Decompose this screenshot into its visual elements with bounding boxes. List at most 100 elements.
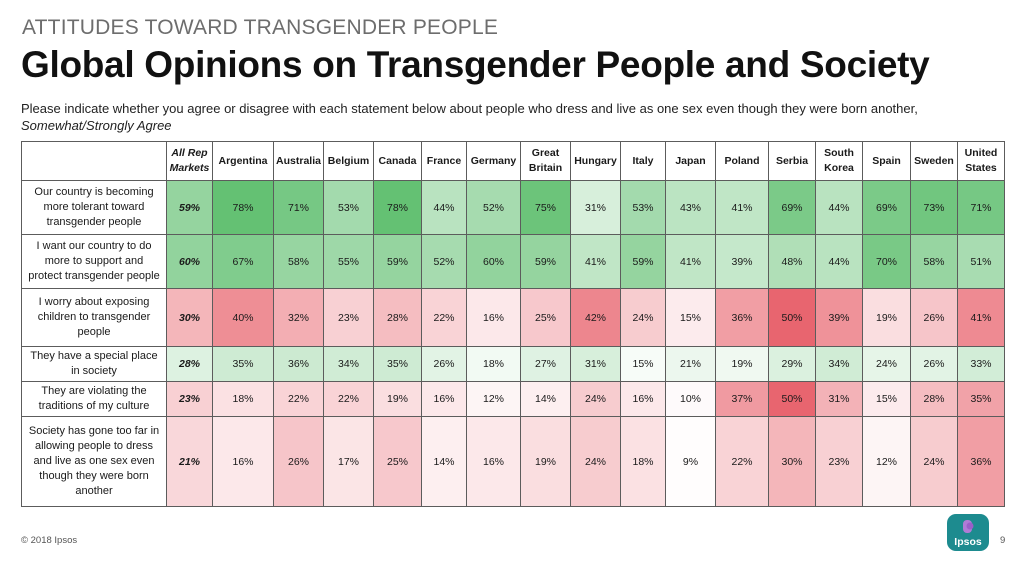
value-cell: 44%: [815, 234, 863, 289]
value-cell: 22%: [421, 288, 467, 347]
column-header-all-rep-markets: All Rep Markets: [166, 141, 213, 181]
column-header-argentina: Argentina: [212, 141, 274, 181]
column-header-france: France: [421, 141, 467, 181]
text-line: Canada: [378, 154, 417, 167]
logo-text: Ipsos: [954, 536, 982, 548]
value-cell: 39%: [715, 234, 769, 289]
table-row: They have a special place in society 28% 35…: [21, 346, 1005, 382]
text-line: allowing people to dress: [34, 440, 154, 452]
value-cell: 21%: [665, 346, 716, 382]
value-cell: 40%: [212, 288, 274, 347]
value-cell: 24%: [620, 288, 666, 347]
value-cell: 15%: [665, 288, 716, 347]
column-header-australia: Australia: [273, 141, 324, 181]
value-cell: 24%: [570, 381, 621, 417]
text-line: Korea: [824, 162, 854, 174]
value-cell: 14%: [520, 381, 571, 417]
value-cell: 30%: [768, 416, 816, 507]
value-cell: 53%: [323, 180, 374, 235]
value-cell: 48%: [768, 234, 816, 289]
text-line: Hungary: [574, 154, 617, 167]
value-cell: 16%: [620, 381, 666, 417]
header-row: All Rep Markets Argentina Australia Belgium C…: [21, 141, 1005, 181]
value-cell: 9%: [665, 416, 716, 507]
text-line: people: [77, 326, 111, 338]
table-row: They are violating the traditions of my c…: [21, 381, 1005, 417]
text-line: Poland: [724, 154, 760, 167]
value-cell: 26%: [910, 346, 958, 382]
kicker-title: ATTITUDES TOWARD TRANSGENDER PEOPLE: [22, 16, 499, 39]
value-cell: 59%: [620, 234, 666, 289]
column-header-united-states: United States: [957, 141, 1005, 181]
column-header-sweden: Sweden: [910, 141, 958, 181]
column-header-serbia: Serbia: [768, 141, 816, 181]
value-cell: 78%: [373, 180, 422, 235]
value-cell: 36%: [273, 346, 324, 382]
value-cell: 78%: [212, 180, 274, 235]
value-cell: 36%: [957, 416, 1005, 507]
text-line: traditions of my culture: [38, 400, 150, 412]
value-cell: 25%: [373, 416, 422, 507]
text-line: protect transgender people: [28, 270, 160, 282]
table-row: Our country is becoming more tolerant tow…: [21, 180, 1005, 235]
copyright: © 2018 Ipsos: [21, 535, 78, 546]
value-cell: 15%: [620, 346, 666, 382]
value-cell: 75%: [520, 180, 571, 235]
value-cell: 41%: [715, 180, 769, 235]
value-cell: 37%: [715, 381, 769, 417]
ipsos-logo: Ipsos: [947, 514, 989, 551]
column-header-poland: Poland: [715, 141, 769, 181]
text-line: I worry about exposing: [38, 296, 150, 308]
value-cell: 19%: [715, 346, 769, 382]
value-cell: 34%: [815, 346, 863, 382]
value-cell: 33%: [957, 346, 1005, 382]
value-cell: 12%: [466, 381, 521, 417]
value-cell: 35%: [373, 346, 422, 382]
statement-cell: I worry about exposing children to transg…: [21, 288, 167, 347]
value-cell: 22%: [323, 381, 374, 417]
column-header-germany: Germany: [466, 141, 521, 181]
value-cell: 53%: [620, 180, 666, 235]
value-cell: 55%: [323, 234, 374, 289]
value-cell: 16%: [466, 416, 521, 507]
value-cell: 69%: [862, 180, 911, 235]
value-cell: 12%: [862, 416, 911, 507]
text-line: Serbia: [775, 154, 809, 167]
value-cell: 25%: [520, 288, 571, 347]
page-number: 9: [1000, 535, 1006, 546]
statement-cell: I want our country to do more to support …: [21, 234, 167, 289]
value-cell: 52%: [466, 180, 521, 235]
value-cell: 31%: [570, 346, 621, 382]
text-line: They are violating the: [41, 385, 147, 397]
text-line: I want our country to do: [36, 240, 152, 252]
value-cell: 28%: [910, 381, 958, 417]
text-line: Italy: [632, 154, 654, 167]
value-cell: 35%: [957, 381, 1005, 417]
text-line: another: [75, 485, 113, 497]
value-cell: 23%: [323, 288, 374, 347]
statement-cell: They have a special place in society: [21, 346, 167, 382]
value-cell: 30%: [166, 288, 213, 347]
table-row: I want our country to do more to support …: [21, 234, 1005, 289]
value-cell: 31%: [815, 381, 863, 417]
text-line: Belgium: [327, 154, 370, 167]
logo-mark-icon: [963, 520, 974, 533]
value-cell: 36%: [715, 288, 769, 347]
value-cell: 17%: [323, 416, 374, 507]
column-header-japan: Japan: [665, 141, 716, 181]
text-line: transgender people: [46, 216, 142, 228]
statement-cell: Society has gone too far in allowing peop…: [21, 416, 167, 507]
subtitle-text: Please indicate whether you agree or dis…: [21, 101, 918, 116]
value-cell: 19%: [373, 381, 422, 417]
value-cell: 22%: [715, 416, 769, 507]
value-cell: 22%: [273, 381, 324, 417]
text-line: Our country is becoming: [34, 186, 154, 198]
value-cell: 59%: [166, 180, 213, 235]
value-cell: 28%: [166, 346, 213, 382]
text-line: Markets: [169, 162, 210, 174]
column-header-canada: Canada: [373, 141, 422, 181]
text-line: though they were born: [39, 470, 149, 482]
text-line: Japan: [675, 154, 706, 167]
table-row: Society has gone too far in allowing peop…: [21, 416, 1005, 507]
value-cell: 70%: [862, 234, 911, 289]
